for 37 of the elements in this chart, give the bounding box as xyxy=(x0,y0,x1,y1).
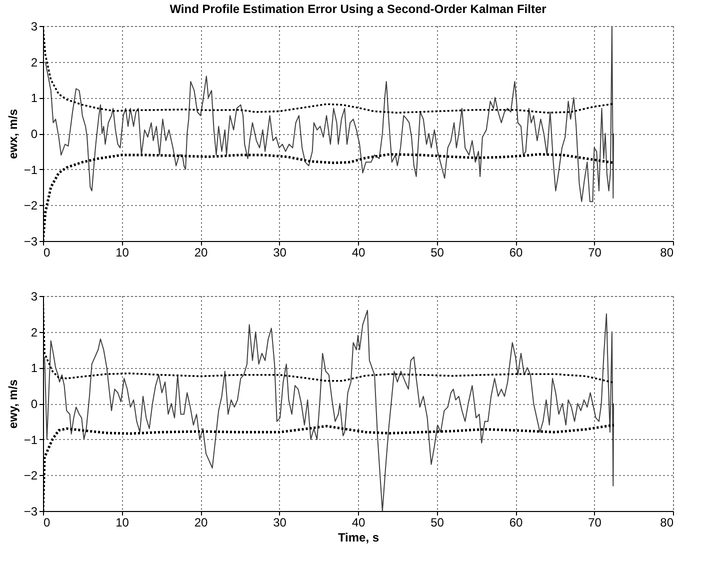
y-tick-label: 1 xyxy=(30,361,38,376)
x-tick-label: 0 xyxy=(44,246,50,260)
y-tick-label: −3 xyxy=(24,234,38,248)
x-tick-label: 60 xyxy=(509,246,523,260)
line-series xyxy=(44,310,614,511)
x-tick-label: 20 xyxy=(194,516,208,530)
x-axis-title: Time, s xyxy=(338,530,380,544)
y-tick-label: −3 xyxy=(24,504,38,518)
y-tick-label: 3 xyxy=(30,20,38,34)
x-tick-label: 0 xyxy=(44,516,50,530)
x-tick-label: 70 xyxy=(588,516,602,530)
x-tick-label: 70 xyxy=(588,246,602,260)
y-axis-title: ewy, m/s xyxy=(6,379,20,429)
y-tick-label: 2 xyxy=(30,325,38,340)
y-tick-label: 1 xyxy=(30,91,38,106)
chart-title: Wind Profile Estimation Error Using a Second-Order Kalman Filter xyxy=(170,2,547,16)
y-tick-label: 2 xyxy=(30,55,38,70)
x-tick-label: 50 xyxy=(430,516,444,530)
x-tick-label: 50 xyxy=(430,246,444,260)
x-tick-label: 10 xyxy=(116,516,130,530)
y-tick-label: −1 xyxy=(24,432,38,447)
x-tick-label: 40 xyxy=(352,246,366,260)
y-tick-label: 0 xyxy=(30,127,38,141)
y-tick-label: −2 xyxy=(24,468,38,483)
y-tick-label: −2 xyxy=(24,198,38,213)
x-tick-label: 30 xyxy=(273,246,287,260)
y-tick-label: −1 xyxy=(24,162,38,177)
y-axis-title: ewx, m/s xyxy=(6,108,20,160)
x-tick-label: 20 xyxy=(194,246,208,260)
x-tick-label: 40 xyxy=(352,516,366,530)
x-tick-label: 80 xyxy=(660,516,674,530)
x-tick-label: 80 xyxy=(660,246,674,260)
x-tick-label: 10 xyxy=(116,246,130,260)
x-tick-label: 30 xyxy=(273,516,287,530)
x-tick-label: 60 xyxy=(509,516,523,530)
y-tick-label: 3 xyxy=(30,290,38,304)
y-tick-label: 0 xyxy=(30,397,38,411)
